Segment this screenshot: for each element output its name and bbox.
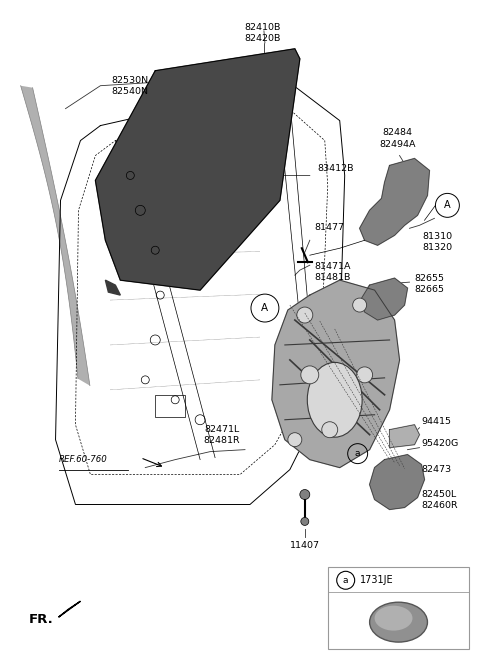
Circle shape <box>297 307 313 323</box>
Text: 81471A
81481B: 81471A 81481B <box>315 262 351 283</box>
Text: 82471L
82481R: 82471L 82481R <box>204 424 240 445</box>
Text: 82484
82494A: 82484 82494A <box>379 128 416 148</box>
Text: 95420G: 95420G <box>421 439 459 448</box>
Bar <box>328 567 469 649</box>
Text: A: A <box>444 200 451 210</box>
Polygon shape <box>390 424 420 447</box>
Circle shape <box>301 366 319 384</box>
Ellipse shape <box>370 602 428 642</box>
Polygon shape <box>360 158 430 245</box>
Text: 82450L
82460R: 82450L 82460R <box>421 489 458 510</box>
Polygon shape <box>370 455 424 509</box>
Circle shape <box>357 367 372 383</box>
Polygon shape <box>21 85 90 386</box>
Text: a: a <box>355 449 360 458</box>
Polygon shape <box>96 49 300 290</box>
Polygon shape <box>106 280 120 295</box>
Text: A: A <box>262 303 268 313</box>
Text: FR.: FR. <box>29 613 53 625</box>
Text: 81310
81320: 81310 81320 <box>422 233 453 252</box>
Polygon shape <box>59 601 81 617</box>
Polygon shape <box>361 278 408 320</box>
Text: a: a <box>343 576 348 585</box>
Polygon shape <box>272 280 399 468</box>
Text: 1731JE: 1731JE <box>360 576 393 585</box>
Text: 11407: 11407 <box>290 541 320 551</box>
Ellipse shape <box>307 363 362 437</box>
Text: 82530N
82540N: 82530N 82540N <box>111 76 148 96</box>
Circle shape <box>353 298 367 312</box>
Circle shape <box>300 489 310 499</box>
Text: REF.60-760: REF.60-760 <box>59 455 107 464</box>
Text: 81477: 81477 <box>315 223 345 233</box>
Text: 82473: 82473 <box>421 465 452 474</box>
Circle shape <box>322 422 338 438</box>
Ellipse shape <box>374 606 412 631</box>
Text: 82410B
82420B: 82410B 82420B <box>245 23 281 43</box>
Text: 94415: 94415 <box>421 417 452 426</box>
Bar <box>155 395 185 417</box>
Circle shape <box>288 433 302 447</box>
Text: 83412B: 83412B <box>318 164 354 173</box>
Circle shape <box>301 518 309 526</box>
Text: 82655
82665: 82655 82665 <box>415 274 444 294</box>
